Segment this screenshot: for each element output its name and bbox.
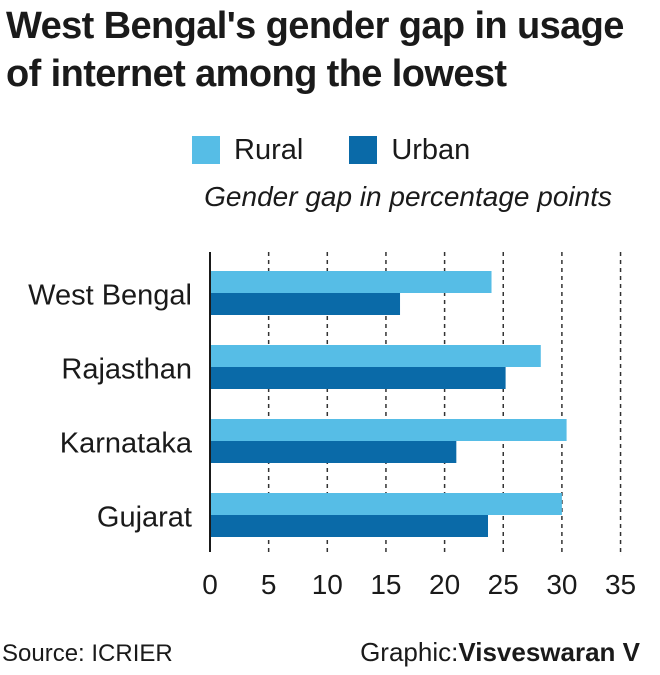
graphic-credit-label: Graphic: [360, 637, 459, 667]
x-tick-label-35: 35 [605, 569, 636, 600]
legend-label-rural: Rural [234, 133, 304, 166]
bar-urban-gujarat [210, 515, 489, 537]
x-tick-label-0: 0 [202, 569, 218, 600]
legend-swatch-rural [192, 136, 220, 164]
bar-urban-west-bengal [210, 293, 401, 315]
x-tick-label-5: 5 [261, 569, 277, 600]
bar-rural-west-bengal [210, 271, 492, 293]
category-label-gujarat: Gujarat [97, 502, 192, 534]
chart-title-line-2: of internet among the lowest [6, 53, 507, 95]
category-label-west-bengal: West Bengal [28, 280, 192, 312]
graphic-credit: Graphic:Visveswaran V [360, 637, 640, 668]
category-label-rajasthan: Rajasthan [61, 354, 192, 386]
legend-label-urban: Urban [391, 133, 471, 166]
source-note: Source: ICRIER [2, 640, 173, 667]
chart-legend: Rural Urban [192, 130, 516, 170]
x-tick-label-30: 30 [546, 569, 577, 600]
legend-item-urban: Urban [349, 134, 470, 167]
graphic-credit-name: Visveswaran V [458, 637, 640, 667]
bar-urban-rajasthan [210, 367, 506, 389]
chart-title: West Bengal's gender gap in usage of int… [6, 2, 656, 98]
x-tick-label-10: 10 [312, 569, 343, 600]
bar-urban-karnataka [210, 441, 457, 463]
x-tick-label-25: 25 [488, 569, 519, 600]
legend-swatch-urban [349, 136, 378, 164]
bar-rural-gujarat [210, 493, 562, 515]
chart-title-line-1: West Bengal's gender gap in usage [6, 5, 624, 47]
x-tick-label-15: 15 [370, 569, 401, 600]
legend-item-rural: Rural [192, 134, 303, 167]
x-tick-label-20: 20 [429, 569, 460, 600]
chart-subtitle: Gender gap in percentage points [204, 181, 612, 212]
bar-rural-rajasthan [210, 345, 541, 367]
bar-rural-karnataka [210, 419, 567, 441]
category-label-karnataka: Karnataka [60, 428, 193, 460]
